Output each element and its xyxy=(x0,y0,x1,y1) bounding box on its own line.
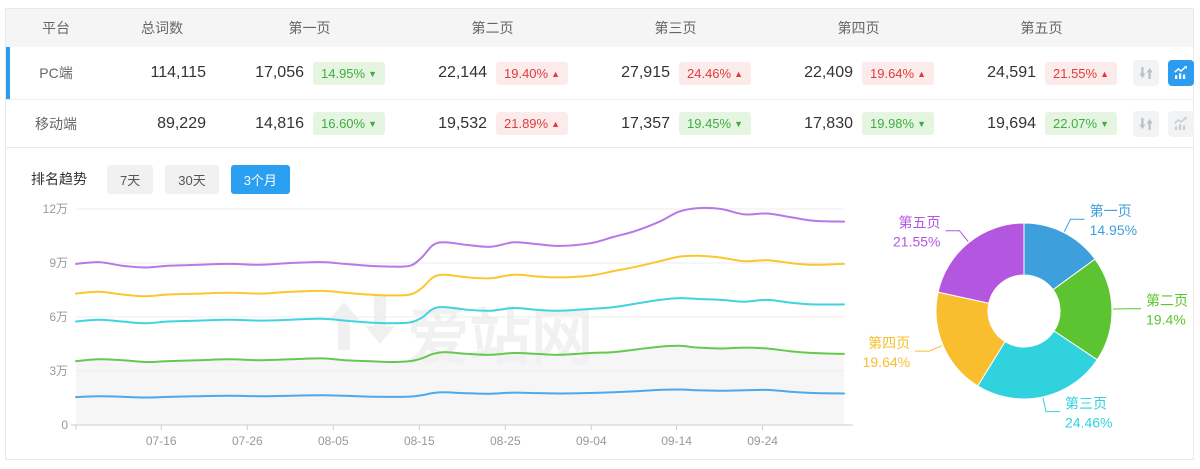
col-header-page4: 第四页 xyxy=(837,20,880,36)
rank-trend-line-chart[interactable]: 爱站网 0 3万 6万 9万 12万 07-16 07-26 08-05 08-15 08-25 09… xyxy=(11,191,866,453)
page5-count: 24,591 xyxy=(987,64,1036,81)
svg-text:14.95%: 14.95% xyxy=(1090,222,1137,238)
trend-arrow-icon: ▼ xyxy=(368,119,378,129)
col-header-page3: 第三页 xyxy=(654,20,697,36)
keyword-rank-card: 平台 总词数 第一页 第二页 第三页 第四页 第五页 PC端 114,115 1… xyxy=(5,8,1194,460)
svg-text:第二页: 第二页 xyxy=(1146,293,1188,309)
svg-text:07-26: 07-26 xyxy=(232,434,263,448)
page4-count: 17,830 xyxy=(804,114,853,132)
page4-count: 22,409 xyxy=(804,64,853,81)
trend-toolbar: 排名趋势 7天 30天 3个月 xyxy=(6,148,1193,195)
page-share-donut-chart[interactable]: 第一页 14.95% 第二页 19.4% 第三页 24.46% 第四页 19.64% 第五页 21… xyxy=(854,191,1199,443)
page4-change-badge: 19.64% ▲ xyxy=(862,61,935,85)
table-row-mobile[interactable]: 移动端 89,229 14,816 16.60% ▼ 19,532 21.89% ▲… xyxy=(6,100,1194,148)
svg-text:爱站网: 爱站网 xyxy=(407,304,593,373)
trend-arrow-icon: ▲ xyxy=(551,68,561,79)
tab-30days[interactable]: 30天 xyxy=(165,164,219,194)
trend-arrow-icon: ▼ xyxy=(734,119,744,129)
svg-text:0: 0 xyxy=(61,418,68,432)
tab-3months[interactable]: 3个月 xyxy=(230,164,290,194)
compare-sort-icon[interactable] xyxy=(1133,60,1159,86)
col-header-page2: 第二页 xyxy=(471,20,514,36)
table-header: 平台 总词数 第一页 第二页 第三页 第四页 第五页 xyxy=(6,9,1193,47)
total-words: 114,115 xyxy=(150,64,206,81)
trend-arrow-icon: ▲ xyxy=(734,68,744,79)
svg-text:第一页: 第一页 xyxy=(1090,203,1132,219)
svg-text:21.55%: 21.55% xyxy=(893,234,940,250)
page5-count: 19,694 xyxy=(987,114,1036,132)
platform-label: PC端 xyxy=(39,65,73,81)
svg-text:3万: 3万 xyxy=(49,364,68,378)
svg-text:第三页: 第三页 xyxy=(1065,396,1107,412)
table-row-pc[interactable]: PC端 114,115 17,056 14.95% ▼ 22,144 19.40%… xyxy=(6,47,1194,100)
watermark: 爱站网 xyxy=(329,296,593,373)
svg-text:09-04: 09-04 xyxy=(576,434,607,448)
chart-toggle-icon[interactable] xyxy=(1168,110,1194,137)
col-header-page1: 第一页 xyxy=(288,20,331,36)
page4-change-badge: 19.98% ▼ xyxy=(862,112,935,135)
trend-arrow-icon: ▲ xyxy=(551,119,561,129)
page3-change-badge: 19.45% ▼ xyxy=(679,112,752,135)
page5-change-badge: 22.07% ▼ xyxy=(1045,112,1118,135)
total-words: 89,229 xyxy=(157,114,206,132)
col-header-platform: 平台 xyxy=(42,20,70,36)
chart-toggle-icon[interactable] xyxy=(1168,60,1194,86)
page1-change-badge: 14.95% ▼ xyxy=(313,61,386,85)
svg-text:第五页: 第五页 xyxy=(899,215,941,231)
svg-text:09-24: 09-24 xyxy=(747,434,778,448)
svg-text:19.64%: 19.64% xyxy=(863,354,910,370)
tab-7days[interactable]: 7天 xyxy=(107,164,154,194)
page3-count: 17,357 xyxy=(621,114,670,132)
trend-arrow-icon: ▲ xyxy=(917,68,927,79)
trend-arrow-icon: ▲ xyxy=(1100,68,1110,79)
svg-text:19.4%: 19.4% xyxy=(1146,312,1186,328)
svg-text:9万: 9万 xyxy=(49,256,68,270)
svg-text:12万: 12万 xyxy=(43,202,68,216)
svg-text:08-15: 08-15 xyxy=(404,434,435,448)
trend-section-title: 排名趋势 xyxy=(31,171,87,187)
col-header-page5: 第五页 xyxy=(1020,20,1063,36)
page1-count: 17,056 xyxy=(255,64,304,81)
trend-arrow-icon: ▼ xyxy=(368,68,378,79)
svg-text:24.46%: 24.46% xyxy=(1065,415,1112,431)
page2-change-badge: 21.89% ▲ xyxy=(496,112,569,135)
svg-text:08-05: 08-05 xyxy=(318,434,349,448)
svg-text:08-25: 08-25 xyxy=(490,434,521,448)
page1-count: 14,816 xyxy=(255,114,304,132)
compare-sort-icon[interactable] xyxy=(1133,110,1159,137)
svg-text:09-14: 09-14 xyxy=(661,434,692,448)
svg-text:第四页: 第四页 xyxy=(868,335,910,351)
col-header-total: 总词数 xyxy=(141,20,183,36)
page2-change-badge: 19.40% ▲ xyxy=(496,61,569,85)
platform-label: 移动端 xyxy=(35,115,77,132)
page2-count: 22,144 xyxy=(438,64,487,81)
svg-text:07-16: 07-16 xyxy=(146,434,177,448)
page1-change-badge: 16.60% ▼ xyxy=(313,112,386,135)
trend-arrow-icon: ▼ xyxy=(1100,119,1110,129)
page2-count: 19,532 xyxy=(438,114,487,132)
page3-change-badge: 24.46% ▲ xyxy=(679,61,752,85)
page5-change-badge: 21.55% ▲ xyxy=(1045,61,1118,85)
trend-arrow-icon: ▼ xyxy=(917,119,927,129)
svg-text:6万: 6万 xyxy=(49,310,68,324)
page3-count: 27,915 xyxy=(621,64,670,81)
